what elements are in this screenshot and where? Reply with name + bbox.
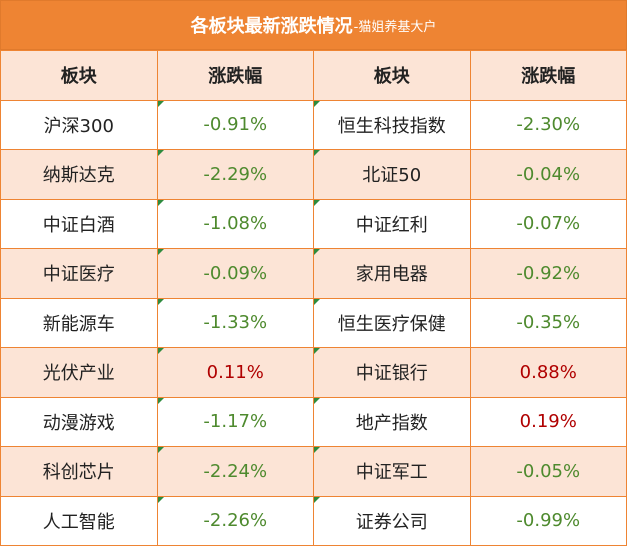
cell-indicator <box>314 199 320 206</box>
header-row: 板块 涨跌幅 板块 涨跌幅 <box>0 50 627 101</box>
change-cell: -0.92% <box>469 248 627 299</box>
cell-indicator <box>314 150 320 156</box>
change-cell: -2.24% <box>156 446 314 497</box>
sector-cell: 人工智能 <box>0 495 158 546</box>
cell-indicator <box>157 150 164 156</box>
column-header: 板块 <box>313 50 471 101</box>
sector-cell: 证券公司 <box>313 495 471 546</box>
table-row: 光伏产业 0.11% 中证银行 0.88% <box>0 347 627 398</box>
title: 各板块最新涨跌情况 <box>190 16 353 37</box>
column-header: 涨跌幅 <box>156 50 314 101</box>
cell-indicator <box>314 397 320 404</box>
change-cell: -0.09% <box>156 248 314 299</box>
cell-indicator <box>314 249 320 255</box>
sector-cell: 中证红利 <box>313 198 471 249</box>
change-cell: -2.30% <box>469 99 627 150</box>
change-cell: 0.19% <box>469 396 627 447</box>
cell-indicator <box>157 348 164 354</box>
sector-cell: 动漫游戏 <box>0 396 158 447</box>
change-cell: -1.33% <box>156 297 314 348</box>
cell-indicator <box>157 496 164 503</box>
cell-indicator <box>314 447 320 453</box>
change-cell: -1.08% <box>156 198 314 249</box>
table: 板块 涨跌幅 板块 涨跌幅 沪深300 -0.91% 恒生科技指数 -2.30% 纳斯达克 -2… <box>0 50 627 546</box>
table-row: 动漫游戏 -1.17% 地产指数 0.19% <box>0 396 627 447</box>
column-header: 板块 <box>0 50 158 101</box>
change-cell: -0.91% <box>156 99 314 150</box>
sector-cell: 恒生科技指数 <box>313 99 471 150</box>
sector-cell: 新能源车 <box>0 297 158 348</box>
table-row: 科创芯片 -2.24% 中证军工 -0.05% <box>0 446 627 497</box>
cell-indicator <box>314 100 320 107</box>
sector-cell: 中证白酒 <box>0 198 158 249</box>
table-row: 中证医疗 -0.09% 家用电器 -0.92% <box>0 248 627 299</box>
change-cell: -0.35% <box>469 297 627 348</box>
subtitle: -猫姐养基大户 <box>353 19 437 35</box>
sector-cell: 沪深300 <box>0 99 158 150</box>
cell-indicator <box>314 298 320 305</box>
sector-cell: 纳斯达克 <box>0 149 158 200</box>
change-cell: -0.04% <box>469 149 627 200</box>
sector-cell: 地产指数 <box>313 396 471 447</box>
sector-cell: 家用电器 <box>313 248 471 299</box>
change-cell: -0.05% <box>469 446 627 497</box>
table-row: 人工智能 -2.26% 证券公司 -0.99% <box>0 495 627 546</box>
cell-indicator <box>314 348 320 354</box>
sector-cell: 科创芯片 <box>0 446 158 497</box>
cell-indicator <box>157 447 164 453</box>
table-row: 纳斯达克 -2.29% 北证50 -0.04% <box>0 149 627 200</box>
title-bar: 各板块最新涨跌情况 -猫姐养基大户 <box>0 0 627 50</box>
cell-indicator <box>157 298 164 305</box>
cell-indicator <box>157 199 164 206</box>
cell-indicator <box>157 249 164 255</box>
change-cell: 0.11% <box>156 347 314 398</box>
cell-indicator <box>157 100 164 107</box>
sector-cell: 光伏产业 <box>0 347 158 398</box>
change-cell: -1.17% <box>156 396 314 447</box>
sector-cell: 北证50 <box>313 149 471 200</box>
change-cell: -0.99% <box>469 495 627 546</box>
table-row: 中证白酒 -1.08% 中证红利 -0.07% <box>0 198 627 249</box>
table-row: 沪深300 -0.91% 恒生科技指数 -2.30% <box>0 99 627 150</box>
change-cell: 0.88% <box>469 347 627 398</box>
sector-cell: 恒生医疗保健 <box>313 297 471 348</box>
change-cell: -2.26% <box>156 495 314 546</box>
cell-indicator <box>314 496 320 503</box>
sector-cell: 中证银行 <box>313 347 471 398</box>
sector-cell: 中证军工 <box>313 446 471 497</box>
table-row: 新能源车 -1.33% 恒生医疗保健 -0.35% <box>0 297 627 348</box>
change-cell: -2.29% <box>156 149 314 200</box>
column-header: 涨跌幅 <box>469 50 627 101</box>
sector-cell: 中证医疗 <box>0 248 158 299</box>
cell-indicator <box>157 397 164 404</box>
change-cell: -0.07% <box>469 198 627 249</box>
